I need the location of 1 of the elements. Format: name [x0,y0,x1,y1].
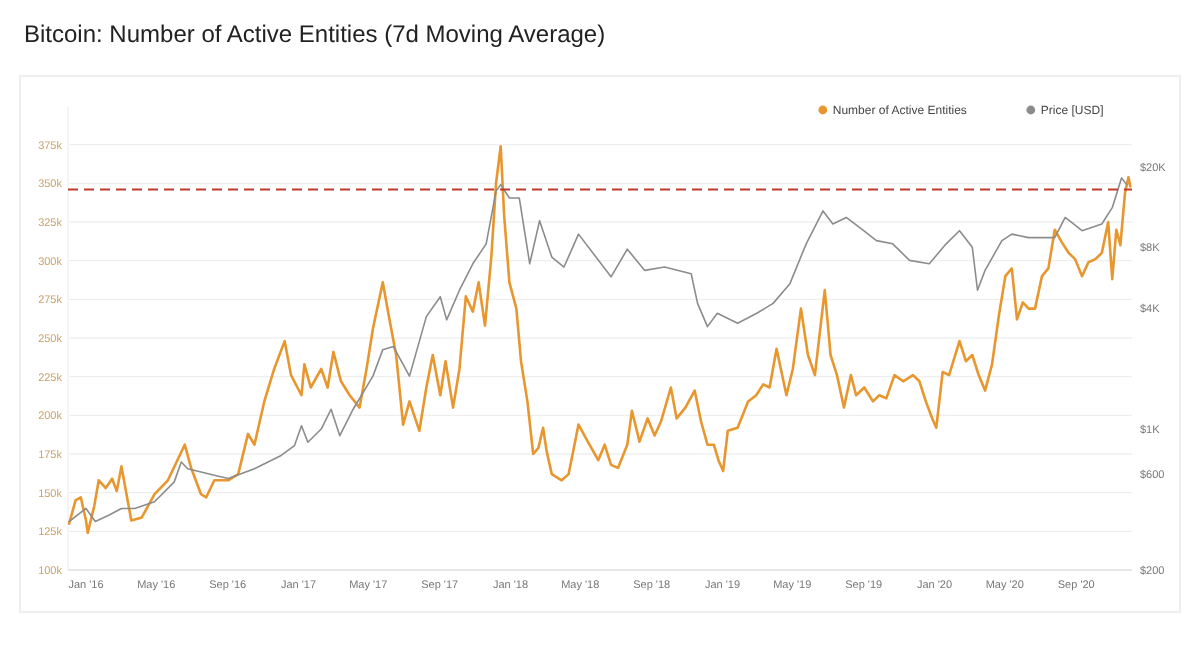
chart-title: Bitcoin: Number of Active Entities (7d Moving Average) [24,20,606,48]
